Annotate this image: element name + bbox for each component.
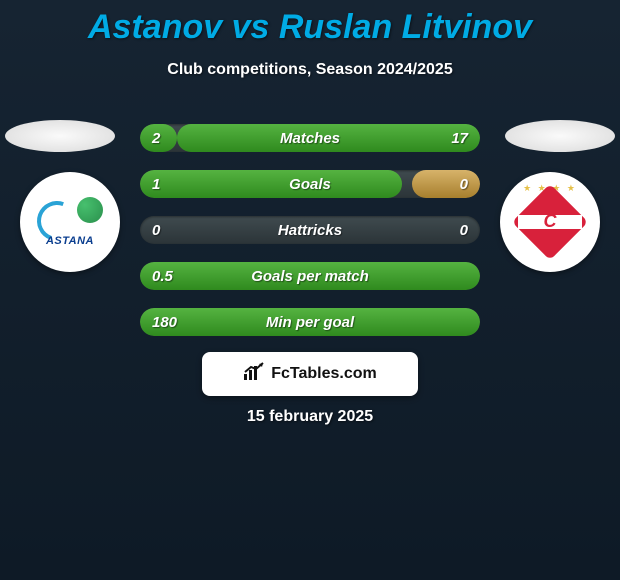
- club-badge-right: ★ ★ ★ ★ C: [500, 172, 600, 272]
- stat-value-right: 0: [460, 170, 468, 198]
- stat-value-right: 0: [460, 216, 468, 244]
- player-right-silhouette: [505, 120, 615, 152]
- stat-row-goals: 1 Goals 0: [140, 170, 480, 198]
- stat-value-right: 17: [451, 124, 468, 152]
- stat-label: Goals per match: [140, 262, 480, 290]
- stat-row-matches: 2 Matches 17: [140, 124, 480, 152]
- chart-icon: [243, 362, 265, 387]
- stat-row-hattricks: 0 Hattricks 0: [140, 216, 480, 244]
- stat-label: Matches: [140, 124, 480, 152]
- date-label: 15 february 2025: [0, 408, 620, 426]
- spartak-logo-icon: ★ ★ ★ ★ C: [515, 187, 585, 257]
- stat-row-goals-per-match: 0.5 Goals per match: [140, 262, 480, 290]
- stat-label: Hattricks: [140, 216, 480, 244]
- astana-logo-icon: ASTANA: [35, 197, 105, 247]
- stat-row-min-per-goal: 180 Min per goal: [140, 308, 480, 336]
- stat-label: Goals: [140, 170, 480, 198]
- astana-logo-text: ASTANA: [35, 235, 105, 247]
- stats-container: 2 Matches 17 1 Goals 0 0 Hattricks 0 0.5…: [140, 124, 480, 336]
- stat-label: Min per goal: [140, 308, 480, 336]
- page-subtitle: Club competitions, Season 2024/2025: [0, 61, 620, 79]
- site-link[interactable]: FcTables.com: [202, 352, 418, 396]
- page-title: Astanov vs Ruslan Litvinov: [0, 0, 620, 47]
- site-label: FcTables.com: [271, 365, 377, 383]
- player-left-silhouette: [5, 120, 115, 152]
- club-badge-left: ASTANA: [20, 172, 120, 272]
